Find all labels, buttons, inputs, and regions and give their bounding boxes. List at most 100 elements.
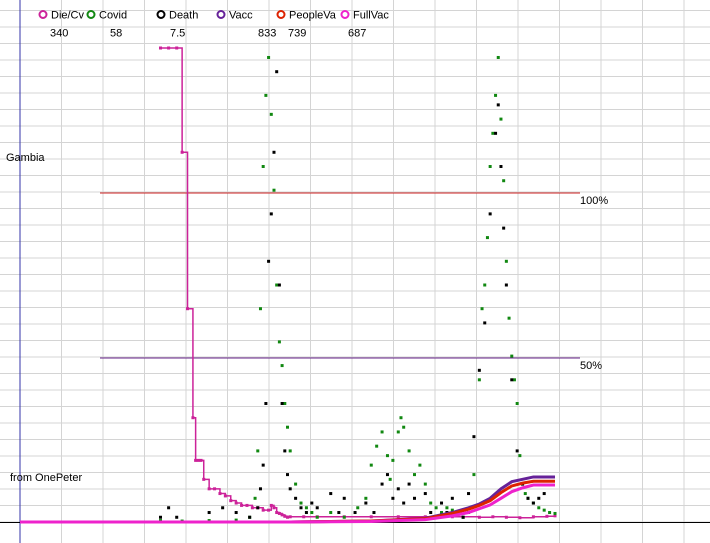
data-point <box>496 55 500 59</box>
data-point <box>480 307 484 311</box>
reference-lines: 100% 50% <box>100 192 608 372</box>
data-point <box>515 449 519 453</box>
data-point <box>175 515 179 519</box>
data-point <box>288 515 292 519</box>
data-point <box>267 259 271 263</box>
data-point <box>402 425 406 429</box>
data-point <box>272 506 276 510</box>
data-point <box>280 402 284 405</box>
data-point <box>388 477 392 481</box>
data-point <box>542 492 546 496</box>
data-point <box>494 131 498 135</box>
data-point <box>196 458 200 462</box>
legend-marker <box>216 10 226 19</box>
data-point <box>450 508 454 512</box>
data-point <box>502 226 506 230</box>
data-point <box>315 506 319 510</box>
legend-entry-3: Vacc 833 <box>216 10 276 40</box>
data-point <box>250 506 254 510</box>
data-point <box>491 131 495 135</box>
data-point <box>280 364 284 368</box>
data-point <box>269 212 273 216</box>
data-point <box>396 515 400 519</box>
data-point <box>234 518 238 522</box>
data-point <box>396 430 400 434</box>
legend-entry-5: FullVac 687 <box>340 10 389 40</box>
data-point <box>515 402 519 405</box>
data-point <box>499 165 503 168</box>
data-point <box>434 506 438 510</box>
data-point <box>234 501 238 505</box>
data-point <box>548 511 552 515</box>
data-point <box>294 496 298 500</box>
data-point <box>494 93 498 97</box>
source-label: from OnePeter <box>10 472 82 484</box>
reference-label-0: 100% <box>580 195 608 207</box>
legend-value: 7.5 <box>170 28 185 40</box>
data-point <box>485 236 489 240</box>
data-point <box>467 492 471 496</box>
data-point <box>261 165 265 168</box>
legend-label: Vacc <box>229 10 253 22</box>
data-point <box>369 463 373 467</box>
data-point <box>526 496 530 500</box>
data-point <box>423 492 427 496</box>
data-point <box>234 511 238 515</box>
data-point <box>294 482 298 486</box>
data-point <box>412 496 416 500</box>
data-point <box>504 283 508 287</box>
data-point <box>186 307 190 311</box>
data-point <box>199 458 203 462</box>
data-point <box>175 46 179 50</box>
data-point <box>477 515 481 519</box>
data-point <box>545 514 549 518</box>
data-point <box>396 487 400 491</box>
data-point <box>502 179 506 183</box>
data-point <box>364 496 368 500</box>
data-point <box>329 511 333 515</box>
data-point <box>510 354 514 358</box>
data-point <box>277 340 281 344</box>
legend: Die/Cv 340 Covid 58 Death 7.5 Vacc 833 PeopleVa 7… <box>38 10 389 40</box>
series-line <box>20 483 555 524</box>
legend-label: Die/Cv <box>51 10 85 22</box>
data-point <box>380 482 384 486</box>
legend-label: PeopleVa <box>289 10 337 22</box>
data-point <box>537 506 541 510</box>
data-point <box>337 511 341 515</box>
legend-marker <box>340 10 350 19</box>
data-point <box>267 55 271 59</box>
data-point <box>429 501 433 505</box>
reference-label-1: 50% <box>580 360 602 372</box>
data-point <box>472 435 476 439</box>
data-point <box>207 511 211 515</box>
legend-value: 687 <box>348 28 366 40</box>
legend-label: Covid <box>99 10 127 22</box>
data-point <box>261 463 265 467</box>
series-layer <box>20 46 557 524</box>
data-point <box>385 454 389 458</box>
data-point <box>194 458 198 462</box>
data-point <box>269 503 273 507</box>
data-point <box>223 494 227 498</box>
data-point <box>496 103 500 107</box>
data-point <box>159 515 163 519</box>
data-point <box>356 506 360 510</box>
data-point <box>261 508 265 512</box>
data-point <box>258 487 262 491</box>
data-point <box>202 477 206 481</box>
data-point <box>207 487 211 491</box>
data-point <box>407 449 411 453</box>
data-point <box>218 492 222 496</box>
data-point <box>483 321 487 325</box>
series-line <box>20 475 555 524</box>
data-point <box>167 506 171 510</box>
data-point <box>275 511 279 515</box>
legend-marker <box>38 10 48 19</box>
data-point <box>407 482 411 486</box>
data-point <box>375 444 379 448</box>
legend-value: 833 <box>258 28 276 40</box>
data-point <box>288 449 292 453</box>
data-point <box>429 511 433 515</box>
